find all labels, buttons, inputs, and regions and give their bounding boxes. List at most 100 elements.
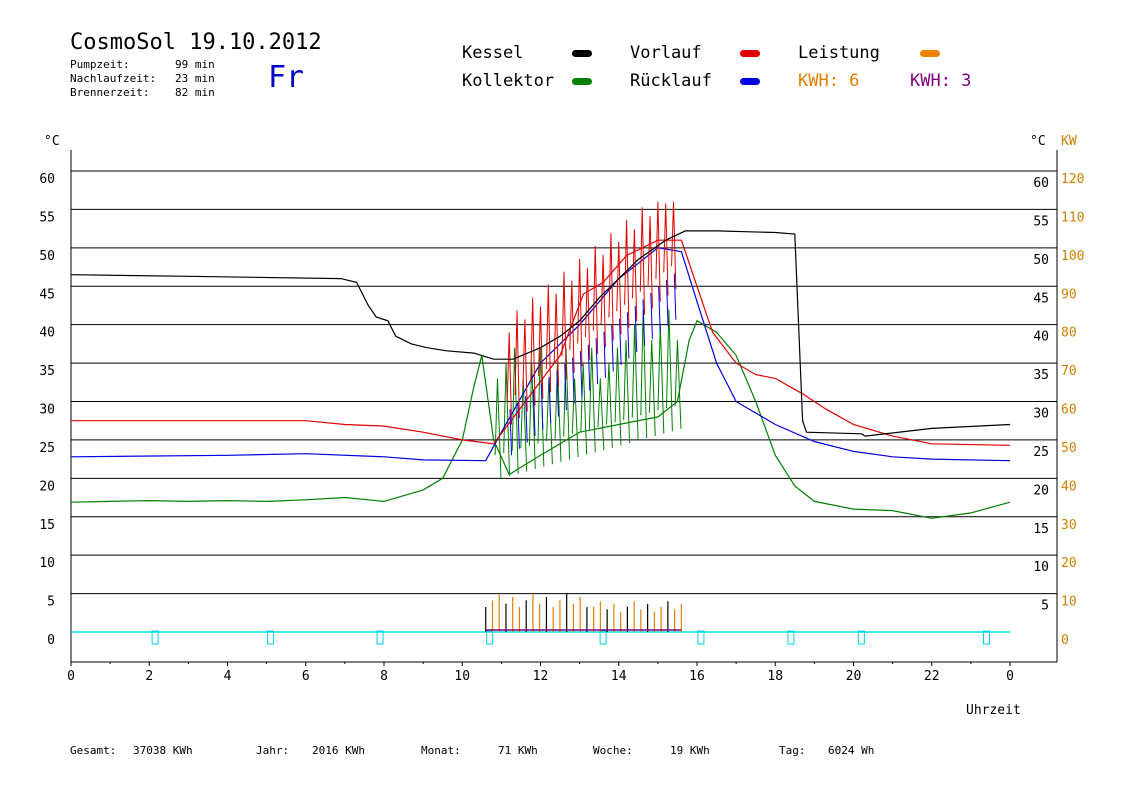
chart-lines [70,201,1011,519]
kollektor-spike [528,363,536,469]
pumpzeit-value: 99 min [175,58,215,71]
kollektor-spike [597,378,605,451]
y-tick-label-right: 35 [1033,368,1049,383]
kollektor-spike [614,347,622,446]
vorlauf-spike [647,216,653,309]
vorlauf-spike [538,306,544,399]
ruecklauf-spike [658,286,661,333]
vorlauf-spike [592,245,599,354]
legend-kollektor-swatch [572,78,592,85]
ruecklauf-spike [509,409,513,456]
kw-tick-label: 110 [1061,210,1084,225]
y-tick-label-left: 10 [39,556,55,571]
ruecklauf-spike [650,292,653,340]
kollektor-spike [648,340,656,436]
time-marker [151,630,159,645]
kollektor-spike [674,340,682,429]
nachlaufzeit-label: Nachlaufzeit: [70,72,157,85]
kollektor-spike [494,378,502,479]
nachlaufzeit-value: 23 min [175,72,215,85]
footer-tag-value: 6024 Wh [828,744,875,757]
vorlauf-spike [608,233,614,341]
legend-ruecklauf-swatch [740,78,760,85]
kollektor-spike [588,347,596,453]
footer-monat-label: Monat: [421,744,461,757]
x-tick-label: 20 [846,669,862,684]
x-tick-label: 16 [689,669,705,684]
footer-monat-value: 71 KWh [498,744,538,757]
vorlauf-spike [522,319,528,412]
vorlauf-spike [506,332,513,425]
ruecklauf-spike [556,370,559,417]
y-tick-label-left: 50 [39,249,55,264]
y-tick-label-left: 40 [39,326,55,341]
kollektor-spike [623,340,631,444]
brennerzeit-label: Brennerzeit: [70,86,150,99]
y-tick-label-right: 60 [1033,176,1049,191]
vorlauf-spike [545,284,552,393]
vorlauf-spike [655,201,661,302]
kw-tick-label: 10 [1061,595,1077,610]
x-tick-label: 14 [611,669,627,684]
y-tick-label-left: 0 [47,633,55,648]
y-tick-label-left: 25 [39,441,55,456]
kollektor-spike [631,324,639,441]
y-tick-label-right: 50 [1033,253,1049,268]
vorlauf-spike [561,271,567,380]
vorlauf-line [71,239,1011,446]
ruecklauf-spike [540,383,544,430]
vorlauf-spike [600,254,606,348]
kollektor-spike [580,363,588,455]
kw-tick-label: 90 [1061,287,1077,302]
ruecklauf-line [70,247,1011,462]
footer-jahr-value: 2016 KWh [312,744,365,757]
footer-woche-label: Woche: [593,744,633,757]
ruecklauf-spike [572,357,575,404]
y-tick-label-right: 40 [1033,330,1049,345]
y-tick-label-right: 10 [1033,560,1049,575]
x-tick-label: 18 [767,669,783,684]
vorlauf-spike [663,203,669,296]
x-tick-label: 0 [1006,669,1014,684]
y-axis-label-right: °C [1030,134,1046,149]
page-title: CosmoSol 19.10.2012 [70,30,322,55]
time-marker [857,630,865,645]
chart-axes [70,150,1058,666]
ruecklauf-spike [587,344,591,391]
vorlauf-spike [616,241,622,335]
time-marker [486,630,494,645]
kollektor-spike [657,324,665,434]
kollektor-spike [511,347,519,474]
chart-grid [71,170,1057,595]
vorlauf-spike [514,310,520,419]
time-marker [599,630,607,645]
time-marker [697,630,705,645]
legend-kessel-label: Kessel [462,43,524,63]
kw-tick-label: 30 [1061,518,1077,533]
y-tick-label-right: 20 [1033,483,1049,498]
ruecklauf-spike [665,280,669,327]
ruecklauf-spike [626,312,630,359]
vorlauf-spike [631,229,638,322]
legend-kessel-swatch [572,50,592,57]
brennerzeit-value: 82 min [175,86,215,99]
time-marker [376,630,384,645]
x-tick-label: 0 [67,669,75,684]
legend-leistung-label: Leistung [798,43,880,63]
kw-tick-label: 120 [1061,172,1084,187]
x-tick-label: 8 [380,669,388,684]
x-tick-label: 12 [533,669,549,684]
y-tick-label-right: 25 [1033,445,1049,460]
y-tick-label-right: 15 [1033,522,1049,537]
vorlauf-spike [671,201,677,290]
ruecklauf-spike [634,305,638,353]
vorlauf-spike [639,207,646,315]
kw-tick-label: 100 [1061,249,1084,264]
ruecklauf-spike [673,273,677,320]
kessel-line [70,230,1011,437]
leistung-bars [485,593,682,632]
x-tick-label: 10 [454,669,470,684]
kw-tick-label: 0 [1061,633,1069,648]
kw-tick-label: 50 [1061,441,1077,456]
